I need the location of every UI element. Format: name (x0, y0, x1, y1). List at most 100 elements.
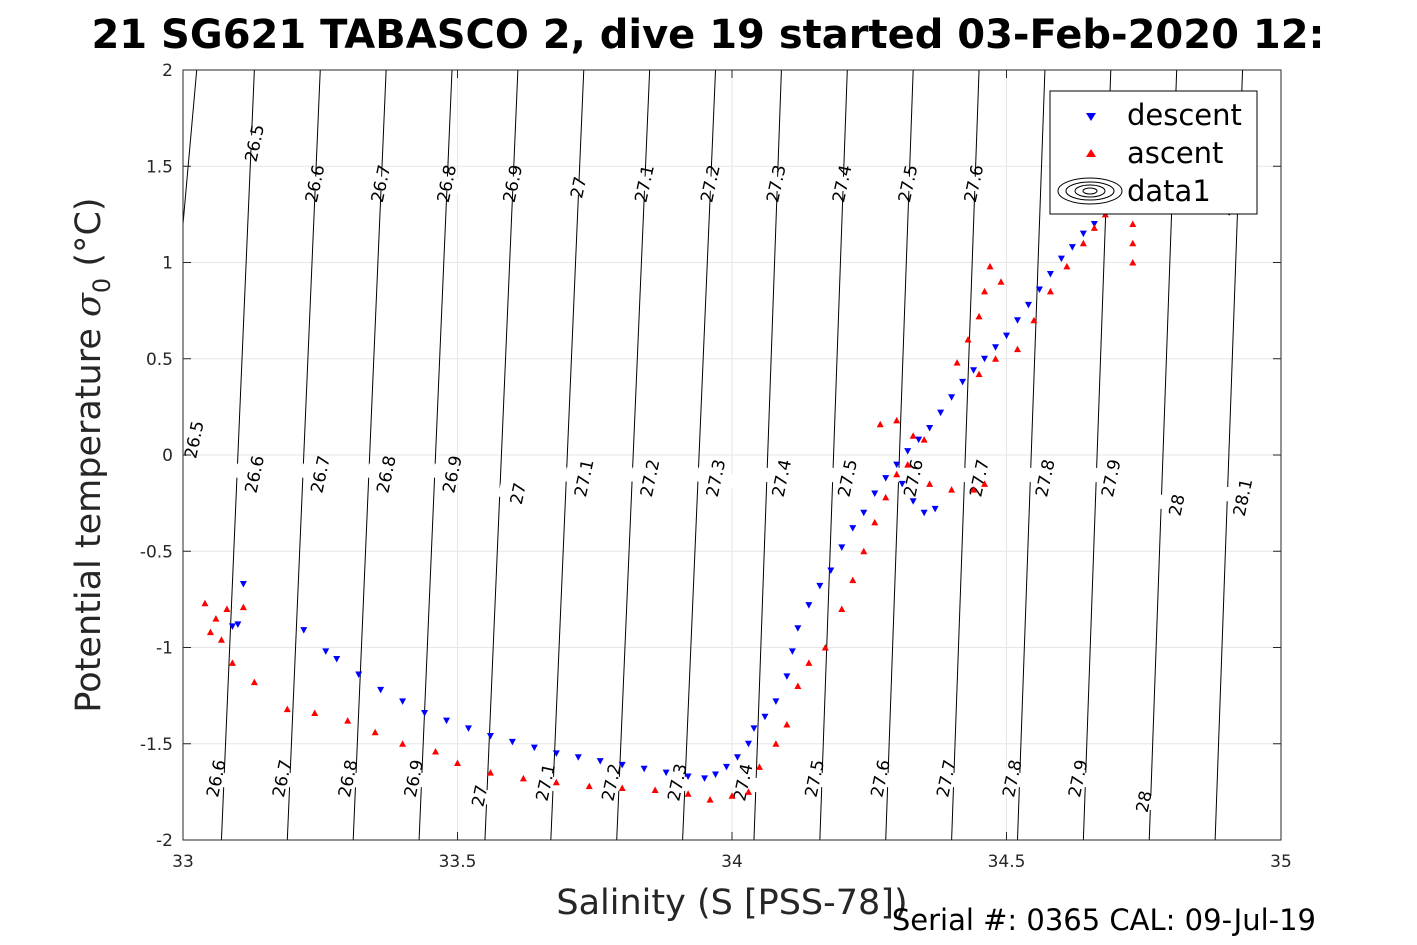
ascent-point (728, 792, 736, 799)
ascent-point (849, 576, 857, 584)
y-tick-label: -0.5 (140, 542, 173, 562)
contour-label: 27 (507, 481, 531, 506)
ascent-point (1090, 224, 1098, 231)
contour-label-bg (1057, 767, 1098, 790)
contour-label-bg (327, 767, 368, 790)
contour-label: 27 (468, 783, 492, 808)
y-tick-label: -1 (156, 639, 173, 659)
descent-point (618, 761, 626, 769)
ascent-point (684, 790, 692, 797)
contour-label-bg (563, 467, 604, 489)
descent-point (1079, 230, 1087, 238)
contour-label-bg (300, 463, 341, 486)
contour-label-bg (1156, 494, 1197, 516)
descent-point (1068, 244, 1076, 251)
legend: descent ascent data1 (1049, 90, 1258, 215)
serial-cal-text: Serial #: 0365 CAL: 09-Jul-19 (892, 903, 1316, 937)
ascent-point (838, 605, 846, 612)
ascent-point (399, 740, 407, 747)
descent-point (239, 580, 247, 588)
legend-descent-label: descent (1127, 98, 1242, 132)
legend-ascent-marker (1086, 149, 1096, 157)
contour-label: 28 (1133, 789, 1157, 814)
ascent-point (223, 605, 231, 612)
contour-label-bg (722, 771, 764, 794)
ascent-point (904, 461, 912, 468)
descent-point (893, 461, 901, 469)
descent-point (712, 771, 720, 779)
y-axis-ticks: -2 -1.5 -1 -0.5 0 0.5 1 1.5 2 (140, 61, 1281, 851)
ascent-point (552, 778, 560, 786)
contour-label-bg (821, 172, 862, 195)
legend-descent-marker (1086, 113, 1096, 121)
descent-point (723, 763, 731, 771)
descent-point (1090, 221, 1098, 228)
descent-point (920, 509, 928, 517)
contour-label-bg (926, 767, 967, 790)
descent-point (701, 775, 709, 782)
descent-point (508, 738, 516, 746)
contour-line (951, 70, 980, 840)
contour-label-bg (393, 767, 434, 790)
contour-label-bg (366, 463, 407, 486)
descent-point (827, 567, 835, 574)
ascent-point (981, 480, 989, 487)
contour-line (819, 70, 848, 840)
contour-line (616, 70, 651, 840)
ascent-point (1046, 287, 1054, 295)
ascent-point (250, 678, 258, 686)
descent-point (783, 673, 791, 680)
descent-point (926, 425, 934, 432)
descent-point (772, 698, 780, 705)
descent-point (574, 754, 582, 761)
ascent-point (986, 262, 994, 270)
legend-box (1049, 90, 1258, 215)
ascent-point (212, 615, 220, 622)
contour-label-bg (431, 463, 473, 486)
contour-label-bg (695, 467, 736, 489)
contour-label-bg (827, 467, 868, 489)
contour-label-bg (761, 467, 802, 489)
contour-line (220, 70, 255, 840)
x-axis-label: Salinity (S [PSS-78]) (556, 883, 907, 923)
x-tick-label: 35 (1270, 852, 1292, 872)
ascent-point (909, 432, 917, 439)
contour-label-bg (953, 172, 994, 195)
ascent-point (821, 644, 829, 651)
contour-label-bg (689, 172, 731, 195)
descent-point (909, 498, 917, 505)
descent-point (486, 733, 494, 740)
ascent-point (486, 769, 494, 776)
descent-point (1057, 255, 1065, 263)
contour-label-bg (497, 482, 538, 505)
y-tick-label: 1 (162, 254, 173, 274)
ascent-point (706, 796, 714, 803)
ascent-point (755, 763, 763, 770)
y-tick-label: 0.5 (146, 350, 173, 370)
descent-point (882, 475, 890, 482)
descent-point (464, 725, 472, 732)
ascent-point (926, 480, 934, 487)
contour-label-bg (1222, 486, 1263, 509)
contour-label-bg (173, 428, 215, 451)
contour-label-bg (195, 767, 236, 790)
y-axis-label-text: Potential temperature (69, 317, 109, 713)
ascent-point (618, 784, 626, 792)
descent-point (300, 627, 308, 634)
ascent-point (876, 420, 884, 428)
contour-line (484, 70, 519, 840)
descent-point (234, 621, 242, 628)
ascent-point (805, 659, 813, 666)
descent-point (761, 713, 769, 721)
ascent-point (893, 416, 901, 424)
descent-point (333, 656, 341, 663)
contour-label-bg (1123, 790, 1164, 813)
contour-label-bg (261, 767, 302, 790)
ascent-point (228, 659, 236, 666)
ascent-point (871, 518, 879, 526)
x-tick-label: 34.5 (988, 852, 1026, 872)
contour-line (286, 70, 321, 840)
ascent-point (975, 370, 983, 378)
ascent-point (948, 486, 956, 493)
contour-label-bg (360, 172, 401, 195)
